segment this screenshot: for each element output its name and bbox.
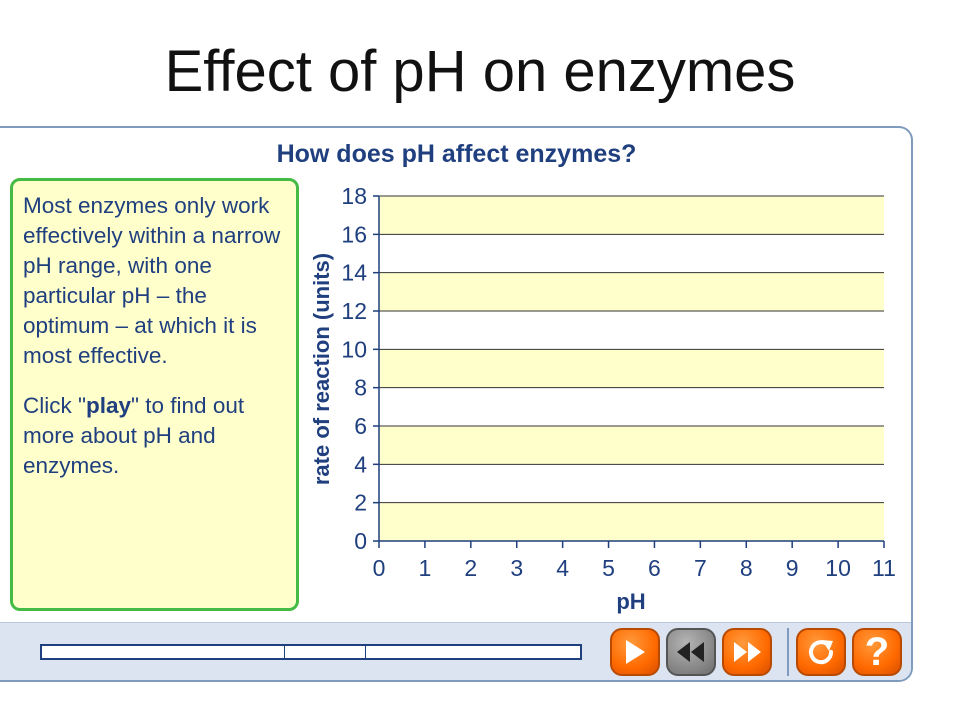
progress-segment-divider (364, 646, 366, 658)
fast-forward-icon (734, 642, 761, 662)
y-tick-label: 4 (354, 451, 367, 477)
y-tick-label: 16 (341, 221, 367, 247)
info-paragraph-optimum: Most enzymes only work effectively withi… (23, 193, 281, 368)
slide-title: Effect of pH on enzymes (164, 39, 796, 104)
y-tick-label: 18 (341, 183, 367, 209)
y-tick-label: 10 (341, 336, 367, 362)
x-tick-label: 1 (419, 555, 432, 581)
rewind-icon (677, 642, 704, 662)
replay-button[interactable] (796, 628, 846, 676)
fast-forward-button[interactable] (722, 628, 772, 676)
x-tick-label: 8 (740, 555, 753, 581)
x-tick-label: 9 (786, 555, 799, 581)
panel-heading: How does pH affect enzymes? (276, 140, 637, 168)
y-tick-label: 14 (341, 260, 367, 286)
x-tick-label: 5 (602, 555, 615, 581)
progress-segment-divider (284, 646, 286, 658)
x-tick-label: 11 (872, 555, 896, 581)
y-tick-label: 12 (341, 298, 367, 324)
progress-bar[interactable] (40, 644, 582, 660)
info-paragraph-play: Click "play" to find out more about pH a… (23, 391, 284, 481)
y-tick-label: 2 (354, 490, 367, 516)
x-tick-label: 2 (464, 555, 477, 581)
help-icon: ? (864, 630, 890, 674)
grid-band (379, 426, 884, 465)
y-tick-label: 6 (354, 413, 367, 439)
help-button[interactable]: ? (852, 628, 902, 676)
replay-icon (809, 640, 834, 665)
x-tick-label: 7 (694, 555, 707, 581)
grid-band (379, 272, 884, 311)
x-tick-label: 6 (648, 555, 661, 581)
x-tick-label: 0 (373, 555, 386, 581)
play-icon (626, 640, 645, 664)
grid-band (379, 196, 884, 235)
info-text-after: " to find out more about pH and enzymes. (23, 393, 245, 478)
activity-panel: How does pH affect enzymes? Most enzymes… (0, 126, 913, 682)
x-tick-label: 3 (510, 555, 523, 581)
info-text-play: play (86, 393, 132, 418)
grid-band (379, 502, 884, 541)
y-tick-label: 8 (354, 375, 367, 401)
grid-band (379, 349, 884, 388)
x-tick-label: 10 (825, 555, 851, 581)
x-tick-label: 4 (556, 555, 569, 581)
y-axis-label: rate of reaction (units) (309, 253, 334, 485)
x-axis-label: pH (616, 589, 645, 614)
play-button[interactable] (610, 628, 660, 676)
info-text-before: Click " (23, 393, 86, 418)
control-divider (787, 628, 789, 676)
info-box: Most enzymes only work effectively withi… (10, 178, 299, 611)
y-tick-label: 0 (354, 528, 367, 554)
rewind-button[interactable] (666, 628, 716, 676)
